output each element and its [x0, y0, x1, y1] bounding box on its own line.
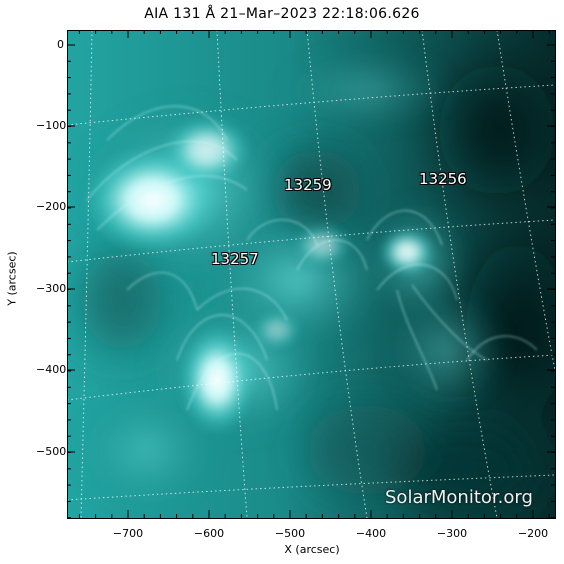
euv-image-svg [67, 30, 555, 518]
y-tick-label: −500 [36, 445, 67, 458]
x-tick-label: −500 [274, 527, 306, 540]
figure-title: AIA 131 Å 21–Mar–2023 22:18:06.626 [144, 6, 420, 22]
region-label-13259: 13259 [284, 176, 332, 194]
y-tick-label: −200 [36, 200, 67, 213]
y-tick-label: −300 [36, 282, 67, 295]
watermark: SolarMonitor.org [385, 487, 533, 508]
y-tick-label: 0 [57, 38, 64, 51]
y-axis-label: Y (arcsec) [5, 251, 19, 306]
x-axis-label: X (arcsec) [284, 543, 340, 556]
x-tick-label: −400 [355, 527, 387, 540]
x-tick-label: −200 [517, 527, 549, 540]
x-tick-label: −300 [436, 527, 468, 540]
y-tick-label: −100 [36, 119, 67, 132]
region-label-13256: 13256 [419, 170, 467, 188]
y-tick-label: −400 [36, 363, 67, 376]
x-tick-label: −700 [112, 527, 144, 540]
solar-image: 13259 13256 13257 SolarMonitor.org [67, 30, 555, 518]
x-tick-label: −600 [193, 527, 225, 540]
region-label-13257: 13257 [211, 250, 259, 268]
